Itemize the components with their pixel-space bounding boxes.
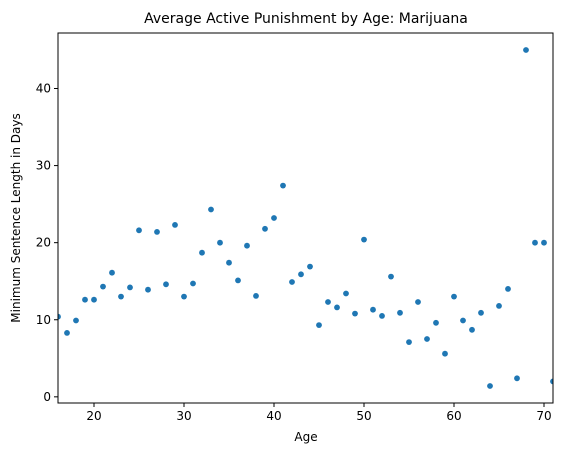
data-point-17 — [208, 206, 214, 213]
data-point-24 — [271, 215, 277, 221]
data-point-47 — [478, 309, 484, 316]
data-point-13 — [172, 222, 178, 228]
data-point-37 — [388, 273, 394, 280]
data-point-12 — [163, 281, 169, 288]
data-point-34 — [361, 236, 367, 243]
x-axis-ticks: 20 30 40 50 60 70 — [86, 403, 552, 423]
data-point-39 — [406, 339, 412, 345]
data-point-0 — [58, 313, 61, 320]
y-tick-label: 30 — [36, 159, 51, 173]
y-tick-label: 40 — [36, 82, 51, 96]
data-point-50 — [505, 286, 511, 292]
data-point-10 — [145, 286, 151, 293]
data-point-15 — [190, 280, 196, 287]
data-point-32 — [343, 290, 349, 297]
y-axis-label: Minimum Sentence Length in Days — [9, 113, 23, 322]
plot-frame — [57, 32, 554, 404]
data-point-41 — [424, 336, 430, 342]
data-point-55 — [550, 378, 553, 385]
data-point-1 — [64, 330, 70, 336]
y-tick-label: 20 — [36, 236, 51, 250]
chart-title: Average Active Punishment by Age: Mariju… — [144, 11, 468, 27]
data-point-44 — [451, 293, 457, 300]
data-point-22 — [253, 293, 259, 299]
x-axis-label: Age — [294, 430, 317, 444]
data-point-27 — [298, 271, 304, 278]
data-point-28 — [307, 263, 313, 270]
x-tick-label: 50 — [356, 409, 371, 423]
x-tick-label: 60 — [446, 409, 461, 423]
data-point-25 — [280, 182, 286, 189]
data-point-38 — [397, 309, 403, 316]
data-point-18 — [217, 239, 223, 246]
data-point-20 — [235, 277, 241, 284]
data-point-51 — [514, 375, 520, 382]
data-point-53 — [532, 239, 538, 246]
y-tick-label: 10 — [36, 313, 51, 327]
y-tick-label: 0 — [43, 390, 51, 404]
data-point-7 — [118, 293, 124, 300]
data-point-33 — [352, 310, 358, 317]
data-point-3 — [82, 296, 88, 303]
data-point-8 — [127, 284, 133, 291]
x-tick-label: 40 — [266, 409, 281, 423]
data-point-11 — [154, 229, 160, 235]
data-point-14 — [181, 293, 187, 300]
data-point-19 — [226, 259, 232, 266]
x-tick-label: 20 — [86, 409, 101, 423]
y-axis-ticks: 0 10 20 30 40 — [36, 82, 58, 404]
data-point-43 — [442, 350, 448, 357]
data-point-35 — [370, 306, 376, 313]
data-point-40 — [415, 299, 421, 305]
data-point-4 — [91, 296, 97, 303]
data-point-16 — [199, 249, 205, 256]
data-point-30 — [325, 299, 331, 305]
data-point-21 — [244, 242, 250, 249]
data-point-2 — [73, 317, 79, 324]
data-point-26 — [289, 279, 295, 285]
data-point-9 — [136, 227, 142, 234]
x-tick-label: 70 — [536, 409, 551, 423]
data-point-45 — [460, 317, 466, 324]
data-point-36 — [379, 313, 385, 319]
data-point-23 — [262, 225, 268, 232]
data-point-52 — [523, 47, 529, 53]
data-point-42 — [433, 319, 439, 326]
data-points — [58, 47, 553, 389]
data-point-6 — [109, 269, 115, 276]
data-point-54 — [541, 239, 547, 246]
data-point-46 — [469, 326, 475, 333]
data-point-31 — [334, 304, 340, 311]
x-tick-label: 30 — [176, 409, 191, 423]
data-point-48 — [487, 383, 493, 389]
data-point-29 — [316, 322, 322, 328]
data-point-49 — [496, 303, 502, 309]
data-point-5 — [100, 283, 106, 290]
